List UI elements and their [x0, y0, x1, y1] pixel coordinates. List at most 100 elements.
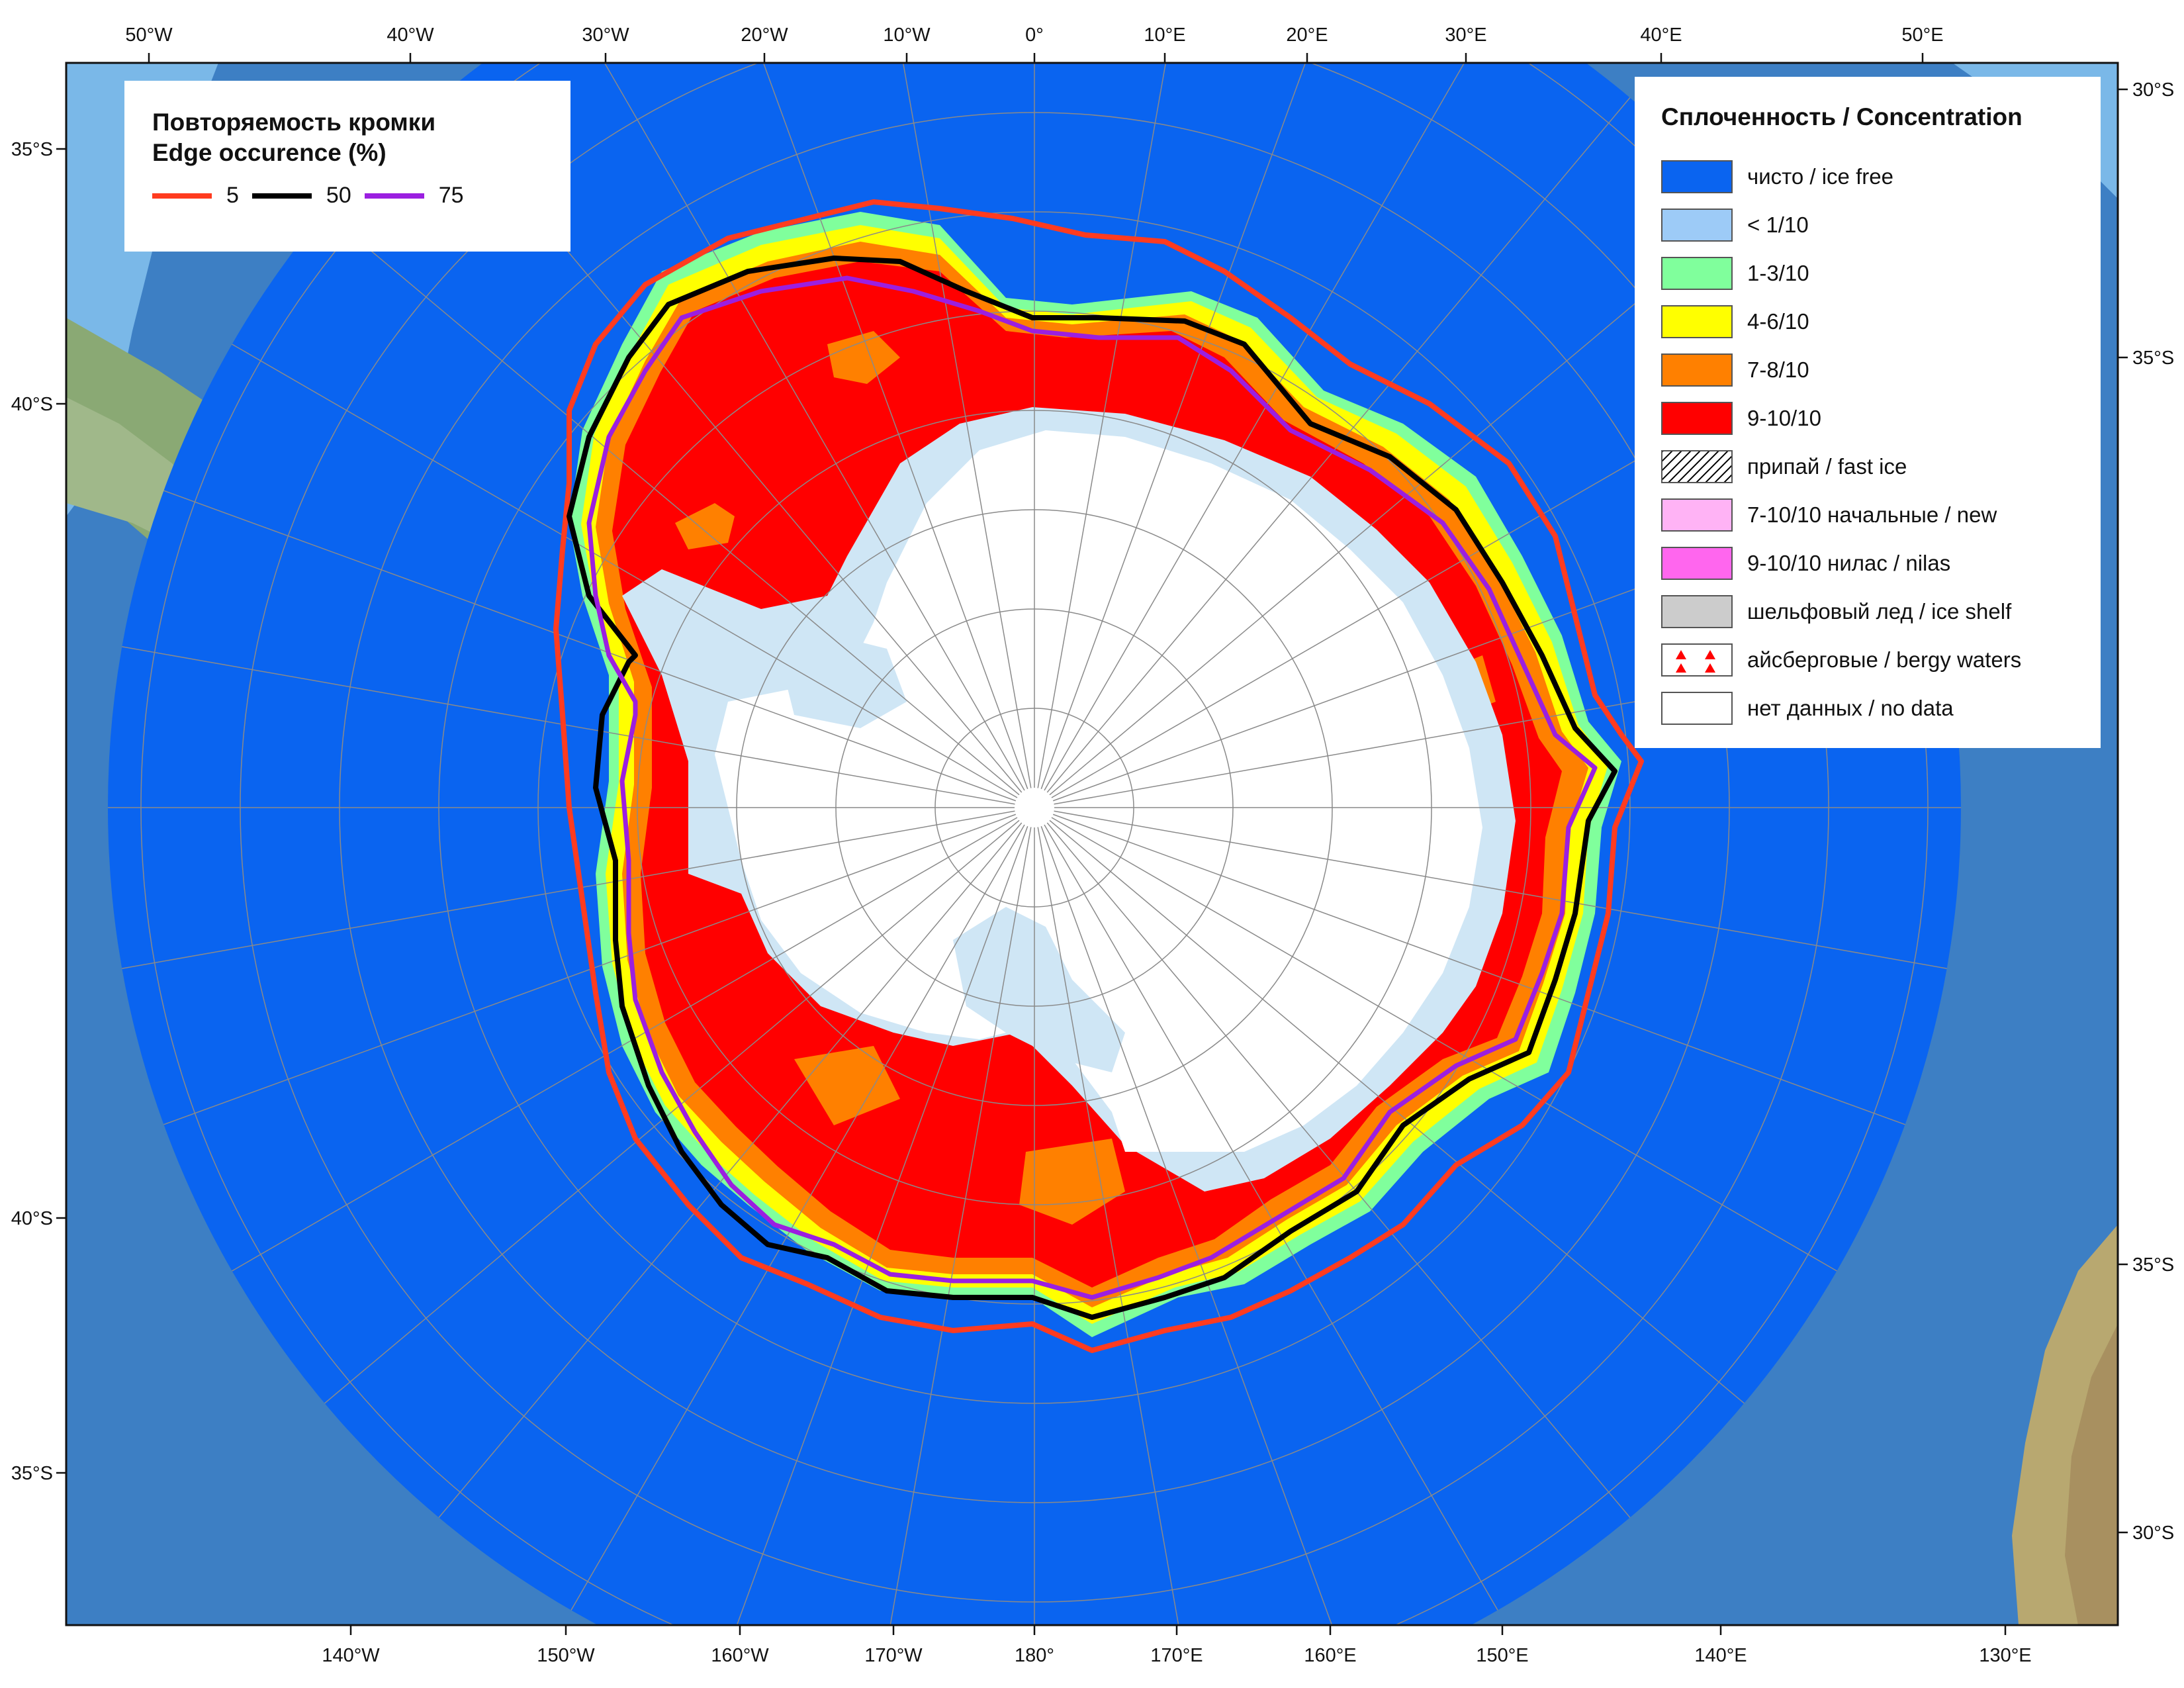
- graticule-meridian: [1044, 63, 1465, 791]
- legend-item-9-10: 9-10/10: [1661, 394, 2101, 442]
- edge-legend-title-ru: Повторяемость кромки: [152, 109, 436, 136]
- graticule-meridian: [1054, 810, 1947, 969]
- ice-shelf-weddell: [781, 635, 907, 728]
- edge-line-75-swatch: [364, 193, 424, 199]
- edge-contour-50: [567, 256, 1617, 1320]
- legend-item-ice-free: чисто / ice free: [1661, 152, 2101, 201]
- lon-label-top: 40°E: [1640, 24, 1682, 46]
- lat-label-left: 40°S: [11, 1208, 53, 1229]
- swatch-4-6: [1661, 305, 1733, 338]
- lat-label-right: 35°S: [2132, 348, 2174, 369]
- legend-label: < 1/10: [1747, 212, 1809, 237]
- map-frame: [65, 62, 2119, 1626]
- graticule-meridian: [1046, 97, 1631, 793]
- lon-label-bottom: 160°E: [1304, 1645, 1356, 1666]
- graticule-meridian: [1046, 822, 1631, 1518]
- graticule-meridian: [1052, 814, 1905, 1125]
- swatch-9-10: [1661, 401, 1733, 435]
- continent-white: [715, 430, 1482, 1152]
- frame-ticks: [56, 53, 2128, 1635]
- graticule-meridian: [570, 824, 1025, 1611]
- swatch-lt-1-10: [1661, 208, 1733, 242]
- graticule-meridian: [324, 820, 1020, 1404]
- lon-label-top: 20°E: [1286, 24, 1328, 46]
- swatch-bergy-triangles-icon: [1661, 643, 1733, 677]
- edge-contours: [553, 199, 1644, 1353]
- lon-label-top: 30°W: [582, 24, 629, 46]
- swatch-7-8: [1661, 353, 1733, 387]
- lon-label-top: 10°W: [883, 24, 931, 46]
- swatch-fast-ice-hatch-icon: [1661, 449, 1733, 483]
- legend-item-1-3: 1-3/10: [1661, 249, 2101, 297]
- graticule-meridian: [762, 63, 1028, 790]
- lon-label-bottom: 140°E: [1694, 1645, 1747, 1666]
- graticule-meridian: [889, 827, 1032, 1625]
- swatch-1-3: [1661, 256, 1733, 290]
- legend-label: 1-3/10: [1747, 260, 1809, 285]
- lat-label-right: 30°S: [2132, 79, 2174, 101]
- legend-label: айсберговые / bergy waters: [1747, 647, 2022, 672]
- lon-label-bottom: 150°W: [537, 1645, 595, 1666]
- lon-label-top: 20°W: [741, 24, 788, 46]
- lat-label-right: 30°S: [2132, 1523, 2174, 1544]
- legend-label: 4-6/10: [1747, 308, 1809, 334]
- lat-label-right: 35°S: [2132, 1254, 2174, 1276]
- antarctica: [622, 407, 1516, 1192]
- graticule-meridian: [232, 817, 1018, 1272]
- edge-contour-75: [586, 275, 1598, 1300]
- lat-label-left: 40°S: [11, 394, 53, 415]
- ice-shelf-ross: [953, 907, 1125, 1072]
- legend-item-bergy-waters: айсберговые / bergy waters: [1661, 635, 2101, 684]
- lon-label-top: 0°: [1025, 24, 1044, 46]
- lon-label-top: 30°E: [1445, 24, 1486, 46]
- lon-label-bottom: 170°W: [864, 1645, 923, 1666]
- graticule-meridian: [324, 211, 1020, 796]
- graticule-meridian: [1037, 827, 1179, 1625]
- graticule-meridian: [604, 63, 1025, 791]
- lon-label-top: 10°E: [1144, 24, 1185, 46]
- legend-label: шельфовый лед / ice shelf: [1747, 598, 2012, 624]
- graticule-meridian: [122, 810, 1015, 969]
- lon-label-top: 50°E: [1901, 24, 1943, 46]
- swatch-no-data: [1661, 691, 1733, 725]
- edge-line-50-label: 50: [326, 183, 351, 208]
- graticule-meridian: [122, 646, 1015, 805]
- legend-label: 7-10/10 начальные / new: [1747, 502, 1997, 527]
- legend-item-no-data: нет данных / no data: [1661, 684, 2101, 732]
- graticule: [108, 63, 1961, 1625]
- left-degree-labels: 35°S 40°S 40°S 35°S: [11, 139, 53, 1484]
- graticule-meridian: [1049, 211, 1745, 796]
- lon-label-top: 50°W: [125, 24, 173, 46]
- ice-band-7-8-patch-3: [1019, 1139, 1125, 1225]
- swatch-ice-shelf: [1661, 594, 1733, 628]
- legend-label: 9-10/10 нилас / nilas: [1747, 550, 1951, 575]
- legend-item-nilas: 9-10/10 нилас / nilas: [1661, 539, 2101, 587]
- edge-line-5-swatch: [152, 193, 212, 199]
- ice-band-7-8-patch-1: [675, 503, 735, 549]
- graticule-meridian: [163, 490, 1017, 802]
- lon-label-bottom: 170°E: [1150, 1645, 1203, 1666]
- lat-label-left: 35°S: [11, 139, 53, 160]
- swatch-nilas: [1661, 546, 1733, 580]
- lat-label-left: 35°S: [11, 1463, 53, 1484]
- bottom-degree-labels: 140°W 150°W 160°W 170°W 180° 170°E 160°E…: [322, 1645, 2031, 1666]
- right-degree-labels: 30°S 35°S 35°S 30°S: [2132, 79, 2174, 1544]
- swatch-new-ice: [1661, 498, 1733, 532]
- graticule-meridian: [1049, 820, 1745, 1404]
- concentration-legend-title: Сплоченность / Concentration: [1661, 103, 2023, 130]
- lon-label-bottom: 130°E: [1979, 1645, 2031, 1666]
- concentration-legend: Сплоченность / Concentration чисто / ice…: [1635, 77, 2101, 748]
- edge-line-5-label: 5: [226, 183, 239, 208]
- lon-label-bottom: 140°W: [322, 1645, 380, 1666]
- edge-contour-5: [553, 199, 1644, 1353]
- graticule-meridian: [1044, 824, 1498, 1611]
- graticule-meridian: [736, 825, 1028, 1625]
- legend-item-new-ice: 7-10/10 начальные / new: [1661, 491, 2101, 539]
- legend-label: 9-10/10: [1747, 405, 1821, 430]
- swatch-ice-free: [1661, 160, 1733, 193]
- lon-label-top: 40°W: [387, 24, 434, 46]
- legend-label: 7-8/10: [1747, 357, 1809, 382]
- edge-occurrence-legend: Повторяемость кромки Edge occurence (%) …: [124, 81, 570, 252]
- legend-item-4-6: 4-6/10: [1661, 297, 2101, 346]
